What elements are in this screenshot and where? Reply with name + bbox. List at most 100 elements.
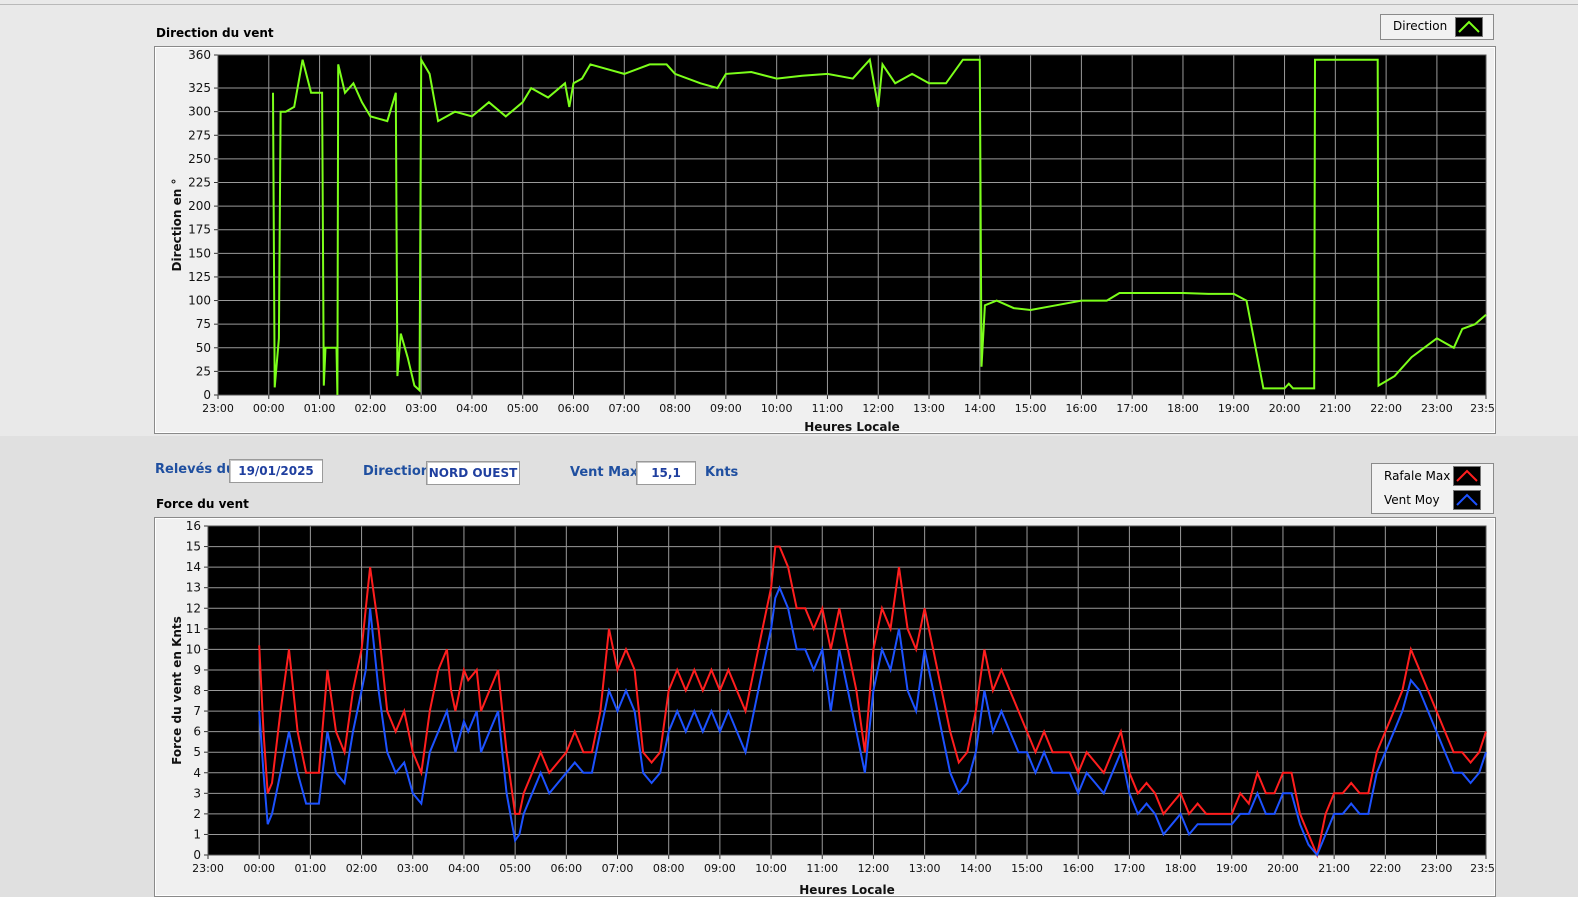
direction-chart-plot-border (217, 54, 1487, 396)
direction-chart-x-tick-label: 01:00 (304, 402, 336, 415)
force-chart-series-line-1 (258, 545, 1487, 859)
direction-chart-y-tick-label: 360 (188, 48, 211, 62)
rafale-legend-label: Rafale Max (1384, 469, 1451, 483)
force-chart-y-tick-label: 8 (193, 684, 201, 698)
force-chart-series-line-2 (258, 585, 1487, 857)
direction-legend[interactable]: Direction (1380, 14, 1494, 40)
force-chart-y-tick-label: 5 (193, 745, 201, 759)
force-chart-y-tick-label: 1 (193, 827, 201, 841)
direction-chart[interactable]: 23:00 00:00 01:00 02:00 03:00 04:00 05:00 06:00… (155, 47, 1495, 433)
direction-chart-x-tick-label: 02:00 (355, 402, 387, 415)
direction-chart-x-tick-label: 00:00 (253, 402, 285, 415)
force-chart-y-axis-label: Force du vent en Knts (170, 616, 184, 765)
direction-chart-x-tick-label: 23:58 (1470, 402, 1495, 415)
force-chart-x-tick-label: 15:00 (1011, 862, 1043, 875)
direction-chart-series-line-1 (272, 56, 1487, 396)
direction-chart-y-tick-label: 250 (188, 152, 211, 166)
direction-chart-x-axis-label: Heures Locale (804, 420, 899, 433)
force-chart[interactable]: 23:00 00:00 01:00 02:00 03:00 04:00 05:00 06:00… (155, 518, 1495, 896)
direction-chart-x-tick-label: 15:00 (1015, 402, 1047, 415)
force-chart-x-tick-label: 02:00 (346, 862, 378, 875)
direction-chart-y-tick-label: 225 (188, 176, 211, 190)
force-chart-x-tick-label: 11:00 (806, 862, 838, 875)
direction-chart-y-tick-label: 125 (188, 270, 211, 284)
direction-chart-y-tick-label: 0 (203, 388, 211, 402)
direction-chart-x-tick-label: 21:00 (1319, 402, 1351, 415)
force-chart-x-tick-label: 22:00 (1369, 862, 1401, 875)
window-top-border (0, 4, 1578, 5)
direction-chart-y-tick-label: 25 (196, 364, 211, 378)
direction-chart-x-tick-label: 06:00 (558, 402, 590, 415)
direction-label: Direction (363, 464, 431, 479)
force-chart-x-tick-label: 19:00 (1216, 862, 1248, 875)
force-chart-x-tick-label: 06:00 (550, 862, 582, 875)
force-chart-x-tick-label: 13:00 (909, 862, 941, 875)
direction-chart-x-tick-label: 05:00 (507, 402, 539, 415)
direction-chart-frame: 23:00 00:00 01:00 02:00 03:00 04:00 05:00 06:00… (154, 46, 1496, 434)
direction-chart-x-tick-label: 07:00 (608, 402, 640, 415)
force-chart-x-tick-label: 10:00 (755, 862, 787, 875)
force-chart-y-tick-label: 6 (193, 725, 201, 739)
force-chart-x-tick-label: 05:00 (499, 862, 531, 875)
direction-chart-x-tick-label: 10:00 (761, 402, 793, 415)
force-chart-y-tick-label: 4 (193, 766, 201, 780)
direction-chart-y-tick-label: 75 (196, 317, 211, 331)
force-chart-x-tick-label: 00:00 (243, 862, 275, 875)
direction-chart-x-tick-label: 19:00 (1218, 402, 1250, 415)
force-chart-x-tick-label: 16:00 (1062, 862, 1094, 875)
vent-max-field[interactable]: 15,1 (636, 461, 696, 485)
force-chart-x-tick-label: 17:00 (1114, 862, 1146, 875)
force-chart-x-tick-label: 23:00 (1421, 862, 1453, 875)
vent-moy-line-swatch-icon (1453, 490, 1481, 510)
vent-max-label: Vent Max (570, 465, 639, 480)
direction-chart-y-tick-label: 100 (188, 294, 211, 308)
force-chart-x-tick-label: 23:00 (192, 862, 224, 875)
direction-chart-y-tick-label: 50 (196, 341, 211, 355)
force-chart-x-tick-label: 01:00 (295, 862, 327, 875)
direction-chart-x-tick-label: 04:00 (456, 402, 488, 415)
direction-chart-x-tick-label: 08:00 (659, 402, 691, 415)
direction-chart-x-tick-label: 17:00 (1116, 402, 1148, 415)
direction-chart-x-tick-label: 11:00 (812, 402, 844, 415)
direction-chart-x-tick-label: 23:00 (1421, 402, 1453, 415)
rafale-line-swatch-icon (1453, 466, 1481, 486)
force-chart-x-tick-label: 21:00 (1318, 862, 1350, 875)
force-chart-x-tick-label: 23:58 (1470, 862, 1495, 875)
legend-item-rafale[interactable]: Rafale Max (1372, 464, 1493, 488)
direction-chart-y-tick-label: 200 (188, 199, 211, 213)
releves-label: Relevés du (155, 462, 236, 477)
direction-chart-x-tick-label: 20:00 (1269, 402, 1301, 415)
force-panel-title: Force du vent (156, 497, 249, 511)
direction-field[interactable]: NORD OUEST (426, 461, 520, 485)
force-chart-y-tick-label: 2 (193, 807, 201, 821)
direction-chart-x-tick-label: 14:00 (964, 402, 996, 415)
direction-chart-x-tick-label: 23:00 (202, 402, 234, 415)
direction-chart-y-tick-label: 175 (188, 223, 211, 237)
unit-label: Knts (705, 465, 739, 480)
force-chart-y-tick-label: 11 (186, 622, 201, 636)
direction-chart-x-tick-label: 12:00 (862, 402, 894, 415)
direction-chart-x-tick-label: 22:00 (1370, 402, 1402, 415)
force-chart-y-tick-label: 13 (186, 581, 201, 595)
force-chart-x-tick-label: 20:00 (1267, 862, 1299, 875)
force-chart-x-tick-label: 14:00 (960, 862, 992, 875)
force-chart-x-axis-label: Heures Locale (799, 883, 894, 896)
direction-chart-y-tick-label: 275 (188, 128, 211, 142)
legend-item-vent-moy[interactable]: Vent Moy (1372, 488, 1493, 512)
force-chart-x-tick-label: 03:00 (397, 862, 429, 875)
direction-chart-x-tick-label: 18:00 (1167, 402, 1199, 415)
force-chart-y-tick-label: 10 (186, 642, 201, 656)
force-chart-x-tick-label: 12:00 (858, 862, 890, 875)
direction-legend-label: Direction (1393, 19, 1448, 33)
direction-panel-title: Direction du vent (156, 26, 274, 40)
force-legend[interactable]: Rafale Max Vent Moy (1371, 463, 1494, 514)
force-chart-y-tick-label: 16 (186, 519, 201, 533)
force-chart-plot-border (207, 525, 1487, 856)
date-field[interactable]: 19/01/2025 (229, 459, 323, 483)
direction-chart-y-tick-label: 325 (188, 81, 211, 95)
force-chart-y-tick-label: 9 (193, 663, 201, 677)
direction-chart-x-tick-label: 13:00 (913, 402, 945, 415)
force-chart-y-tick-label: 15 (186, 540, 201, 554)
force-chart-y-tick-label: 14 (186, 560, 201, 574)
force-chart-x-tick-label: 09:00 (704, 862, 736, 875)
